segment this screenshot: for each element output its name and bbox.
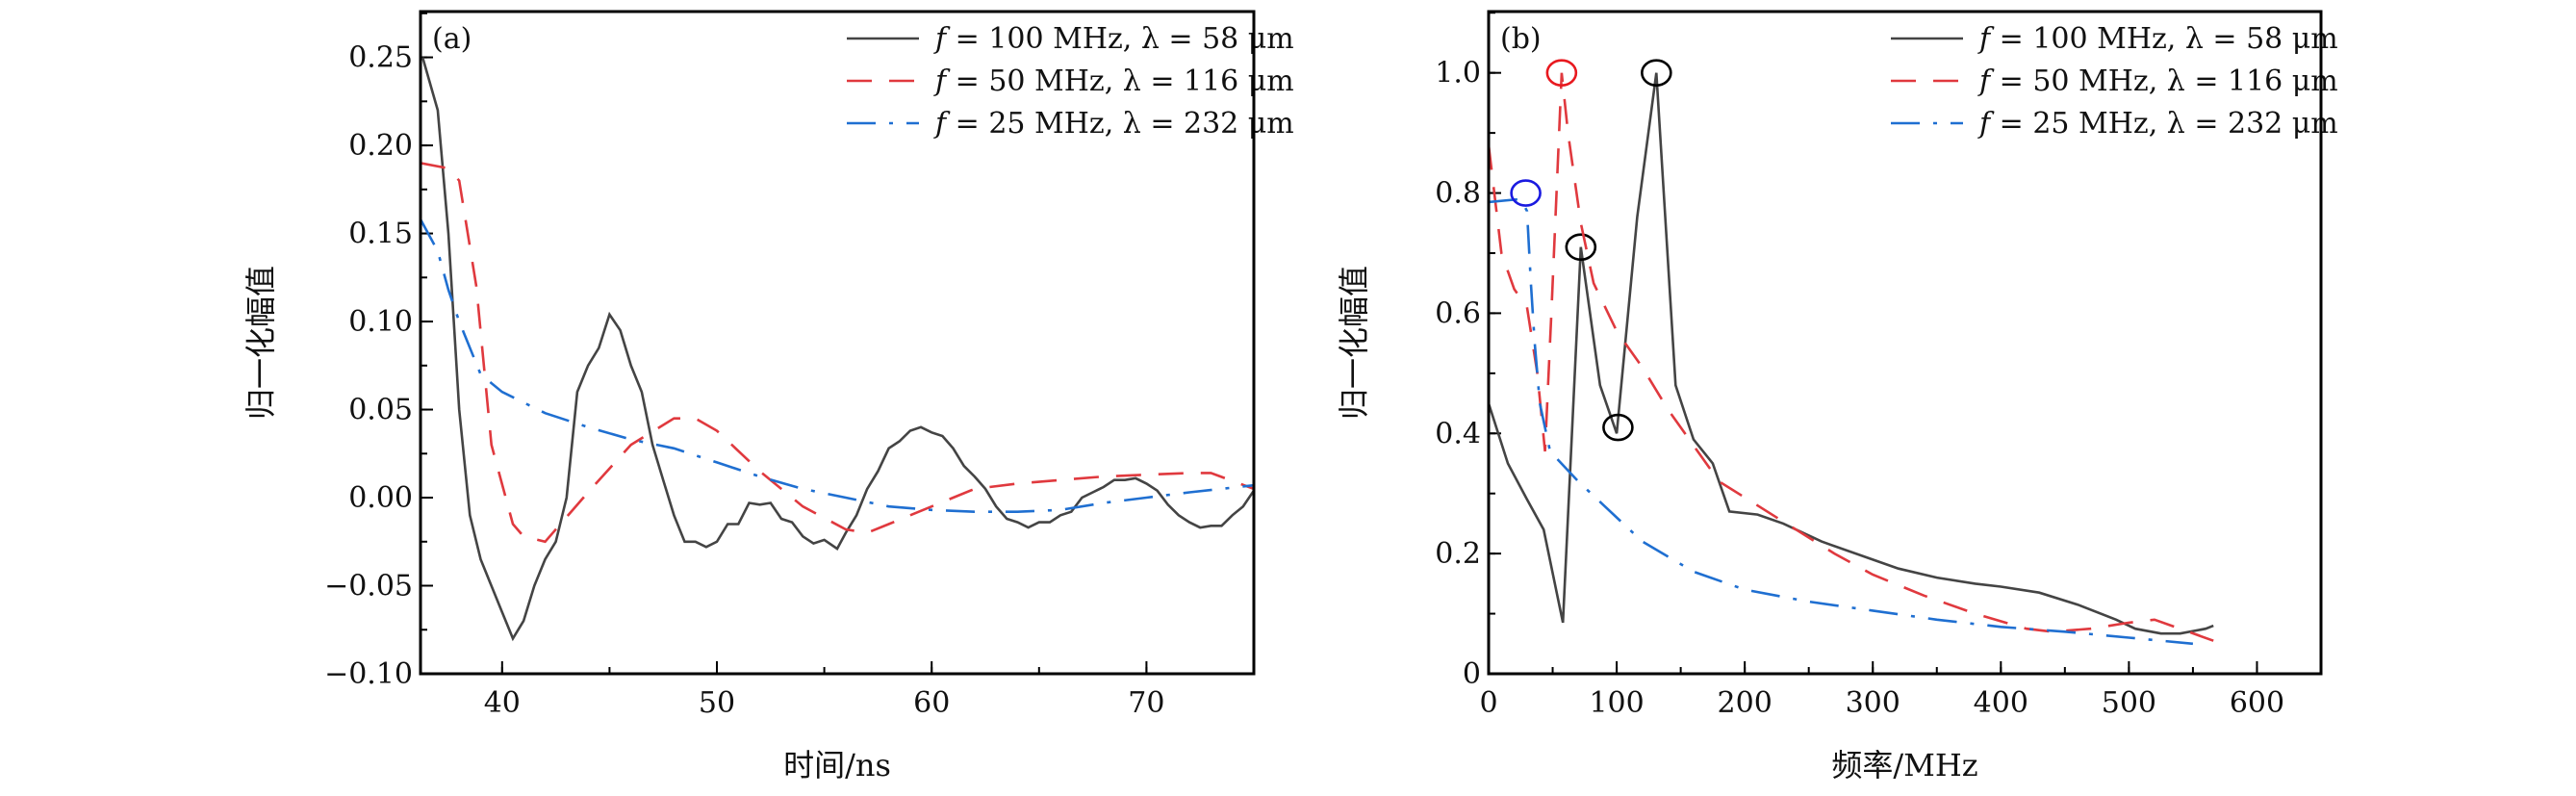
peak-marker-circle: [1545, 59, 1578, 87]
series-line-2: [1489, 72, 2214, 642]
legend-entry: f = 100 MHz, λ = 58 μm: [1977, 22, 2338, 56]
y-tick-label: 0.25: [348, 41, 413, 75]
peak-marker-circle: [1565, 233, 1597, 262]
y-tick-label: 0.6: [1435, 296, 1481, 330]
x-tick-label: 400: [1974, 686, 2028, 720]
axes-frame: [1487, 10, 2323, 676]
legend-entry: f = 100 MHz, λ = 58 μm: [933, 22, 1294, 56]
y-tick-label: 0.15: [348, 218, 413, 251]
x-axis-label: 频率/MHz: [1831, 747, 1977, 783]
panel-a: 40 50 60 70 −0.10 −0.05 0.00 0.05 0.10 0.15 0.20 0.…: [242, 10, 1294, 783]
x-tick-label: 70: [1128, 686, 1164, 720]
y-tick-label: 0.2: [1435, 537, 1481, 571]
legend-text: = 25 MHz, λ = 232 μm: [946, 107, 1294, 141]
y-axis-label: 归一化幅值: [242, 266, 279, 420]
legend-text: = 50 MHz, λ = 116 μm: [946, 64, 1294, 98]
legend-text: = 100 MHz, λ = 58 μm: [946, 22, 1294, 56]
x-tick-label: 40: [484, 686, 521, 720]
y-tick-label: 0.10: [348, 305, 413, 339]
legend-text: = 25 MHz, λ = 232 μm: [1990, 107, 2338, 141]
panel-label: (b): [1500, 22, 1542, 56]
legend-entry: f = 25 MHz, λ = 232 μm: [1977, 107, 2338, 141]
x-tick-label: 50: [699, 686, 735, 720]
x-tick-label: 300: [1846, 686, 1900, 720]
x-tick-label: 500: [2102, 686, 2156, 720]
panel-label: (a): [432, 22, 472, 56]
series-line-3: [421, 218, 1254, 513]
axes-frame: [419, 10, 1256, 676]
legend-entry: f = 50 MHz, λ = 116 μm: [1977, 64, 2338, 98]
peak-marker-circle: [1510, 179, 1542, 207]
x-tick-label: 100: [1589, 686, 1644, 720]
series-line-2: [421, 162, 1254, 544]
y-tick-label: 0.05: [348, 394, 413, 427]
peak-marker-circle: [1641, 59, 1672, 87]
y-tick-label: 1.0: [1435, 57, 1481, 90]
y-axis-label: 归一化幅值: [1336, 266, 1372, 420]
series-line-1: [421, 57, 1254, 642]
x-tick-label: 0: [1479, 686, 1497, 720]
y-tick-label: 0.20: [348, 129, 413, 163]
panel-b: 0 100 200 300 400 500 600 0 0.2 0.4 0.6 0.8 1.0 f = 1…: [1336, 10, 2338, 783]
y-tick-label: 0.8: [1435, 177, 1481, 211]
y-tick-label: 0.4: [1435, 417, 1481, 450]
x-tick-label: 200: [1718, 686, 1773, 720]
peak-marker-circle: [1602, 413, 1634, 442]
y-tick-label: −0.10: [324, 657, 413, 691]
legend-text: = 100 MHz, λ = 58 μm: [1990, 22, 2338, 56]
legend-entry: f = 25 MHz, λ = 232 μm: [933, 107, 1294, 141]
legend-text: = 50 MHz, λ = 116 μm: [1990, 64, 2338, 98]
y-tick-label: 0: [1463, 657, 1481, 691]
x-axis-label: 时间/ns: [783, 747, 891, 783]
y-tick-label: −0.05: [324, 570, 413, 603]
x-tick-label: 600: [2230, 686, 2284, 720]
x-tick-label: 60: [913, 686, 950, 720]
y-tick-label: 0.00: [348, 481, 413, 515]
series-line-1: [1489, 72, 2214, 635]
series-line-3: [1489, 197, 2194, 646]
legend-entry: f = 50 MHz, λ = 116 μm: [933, 64, 1294, 98]
